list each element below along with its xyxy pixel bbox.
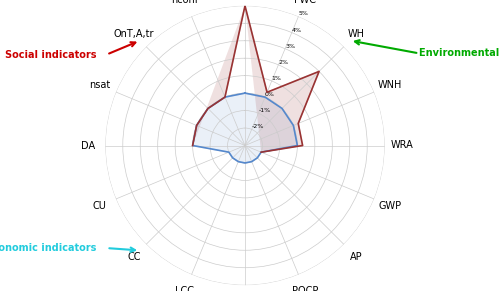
Polygon shape	[192, 93, 298, 163]
Text: Social indicators: Social indicators	[5, 49, 96, 60]
Text: Environmental indicators: Environmental indicators	[419, 48, 500, 58]
Text: Economic indicators: Economic indicators	[0, 243, 96, 253]
